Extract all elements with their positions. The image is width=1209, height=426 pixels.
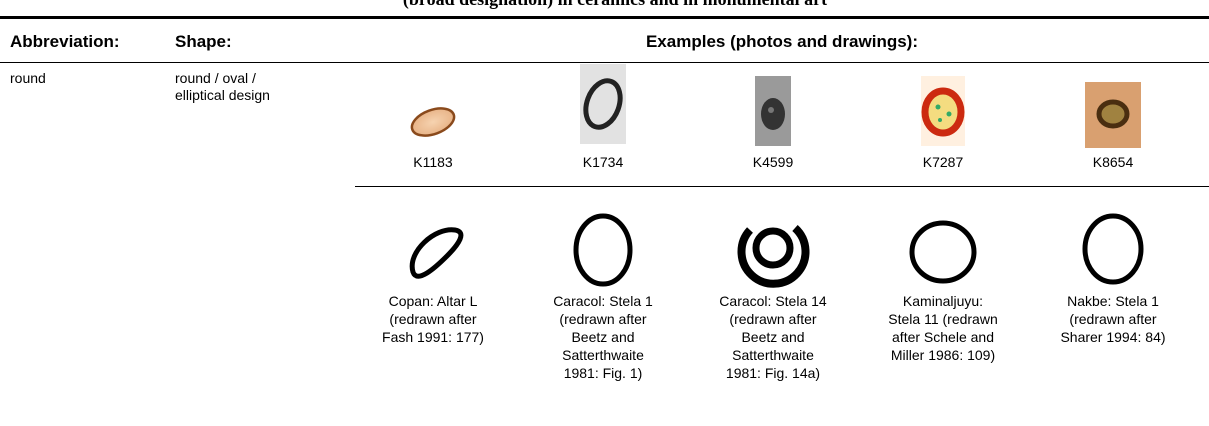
photo-k1734 <box>580 64 626 144</box>
caption-line: Copan: Altar L <box>388 293 478 309</box>
shape-line: round / oval / <box>175 70 256 86</box>
caption-line: (redrawn after <box>559 311 647 327</box>
drawing-caption: Kaminaljuyu: Stela 11 (redrawn after Schel… <box>858 292 1028 364</box>
photo-caption: K1183 <box>413 154 453 170</box>
column-header: Abbreviation: <box>10 32 120 51</box>
caption-line: Caracol: Stela 14 <box>719 293 827 309</box>
photo-k7287 <box>921 76 965 146</box>
caption-line: Satterthwaite <box>562 347 644 363</box>
caption-line: Beetz and <box>741 329 805 345</box>
caption-line: 1981: Fig. 14a) <box>725 365 821 381</box>
caption-line: Fash 1991: 177) <box>382 329 484 345</box>
header-rule <box>0 62 1209 63</box>
photo-caption: K7287 <box>922 154 964 170</box>
caption-line: Nakbe: Stela 1 <box>1067 293 1159 309</box>
caption-line: Caracol: Stela 1 <box>553 293 653 309</box>
caption-line: Miller 1986: 109) <box>890 347 996 363</box>
column-header: Examples (photos and drawings): <box>645 32 919 51</box>
caption-line: (redrawn after <box>1069 311 1157 327</box>
top-rule <box>0 16 1209 19</box>
drawings <box>409 213 1144 288</box>
photo-caption: K1734 <box>582 154 624 170</box>
shape-cell: round / oval / elliptical design <box>175 70 270 104</box>
caption-line: 1981: Fig. 1) <box>563 365 643 381</box>
drawing-caption: Caracol: Stela 1 (redrawn after Beetz and S… <box>518 292 688 382</box>
title: (broad designation) in ceramics and in m… <box>0 0 1209 10</box>
photo-caption: K8654 <box>1092 154 1134 170</box>
caption-line: after Schele and <box>892 329 994 345</box>
shape-line: elliptical design <box>175 87 270 103</box>
caption-line: (redrawn after <box>729 311 817 327</box>
caption-line: Kaminaljuyu: <box>902 293 984 309</box>
photo-k4599 <box>755 76 791 146</box>
caption-line: Satterthwaite <box>732 347 814 363</box>
illustrations <box>409 64 1144 288</box>
drawing-caption: Caracol: Stela 14 (redrawn after Beetz and… <box>688 292 858 382</box>
caption-line: Beetz and <box>571 329 635 345</box>
caption-line: Sharer 1994: 84) <box>1060 329 1166 345</box>
abbreviation: round <box>10 70 46 86</box>
photo-caption: K4599 <box>752 154 794 170</box>
caption-line: Stela 11 (redrawn <box>888 311 998 327</box>
drawing-caption: Copan: Altar L (redrawn after Fash 1991: 1… <box>348 292 518 346</box>
photo-k8654 <box>1085 82 1141 148</box>
caption-line: (redrawn after <box>389 311 477 327</box>
photo-k1183 <box>410 107 456 137</box>
row-rule <box>355 186 1209 187</box>
drawing-caption: Nakbe: Stela 1 (redrawn after Sharer 1994:… <box>1028 292 1198 346</box>
column-header: Shape: <box>175 32 232 51</box>
